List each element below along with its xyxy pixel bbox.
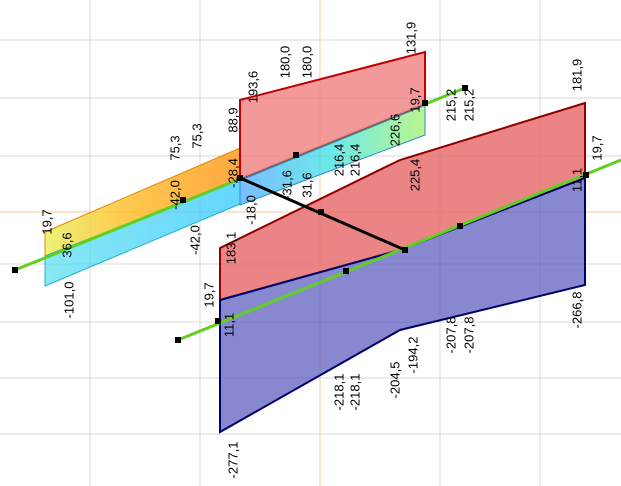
force-label: -42,0 [187, 225, 202, 255]
force-label: 11,1 [221, 313, 236, 337]
force-label: -277,1 [225, 442, 240, 479]
force-label: 193,6 [245, 71, 260, 104]
force-label: 19,7 [589, 135, 604, 160]
force-label: 75,3 [189, 123, 204, 148]
force-label: -266,8 [569, 292, 584, 329]
force-label: -101,0 [61, 282, 76, 319]
force-label: -31,6 [279, 170, 294, 200]
force-label: 180,0 [277, 46, 292, 79]
force-label: -207,8 [461, 317, 476, 354]
force-label: 216,4 [347, 144, 362, 177]
labels: 19,7 36,6 -101,0 75,3 75,3 -42,0 -42,0 88,9 193,… [39, 22, 604, 479]
force-label: 215,2 [461, 89, 476, 122]
nodes [12, 85, 589, 343]
force-label: 131,9 [403, 22, 418, 55]
force-label: 183,1 [223, 232, 238, 265]
moment-band [239, 104, 426, 206]
force-label: 215,2 [443, 89, 458, 122]
force-label: -204,5 [387, 362, 402, 399]
force-label: 75,3 [167, 135, 182, 160]
force-label: 31,6 [299, 172, 314, 197]
force-label: -42,0 [167, 180, 182, 210]
force-label: 11,1 [569, 168, 584, 192]
force-label: -207,8 [443, 317, 458, 354]
force-label: 19,7 [39, 209, 54, 234]
force-label: 19,7 [201, 282, 216, 307]
force-label: 225,4 [407, 159, 422, 192]
force-label: -218,1 [331, 374, 346, 411]
force-label: -18,0 [243, 195, 258, 225]
force-label: -194,2 [405, 337, 420, 374]
force-label: 19,7 [407, 87, 422, 112]
force-label: 88,9 [225, 107, 240, 132]
force-label: 216,4 [331, 144, 346, 177]
member [177, 158, 621, 342]
force-label: -28,4 [225, 158, 240, 188]
force-label: 226,6 [387, 114, 402, 147]
force-label: 181,9 [569, 59, 584, 92]
force-label: -218,1 [347, 374, 362, 411]
force-label: 180,0 [299, 46, 314, 79]
force-label: 36,6 [59, 232, 74, 257]
